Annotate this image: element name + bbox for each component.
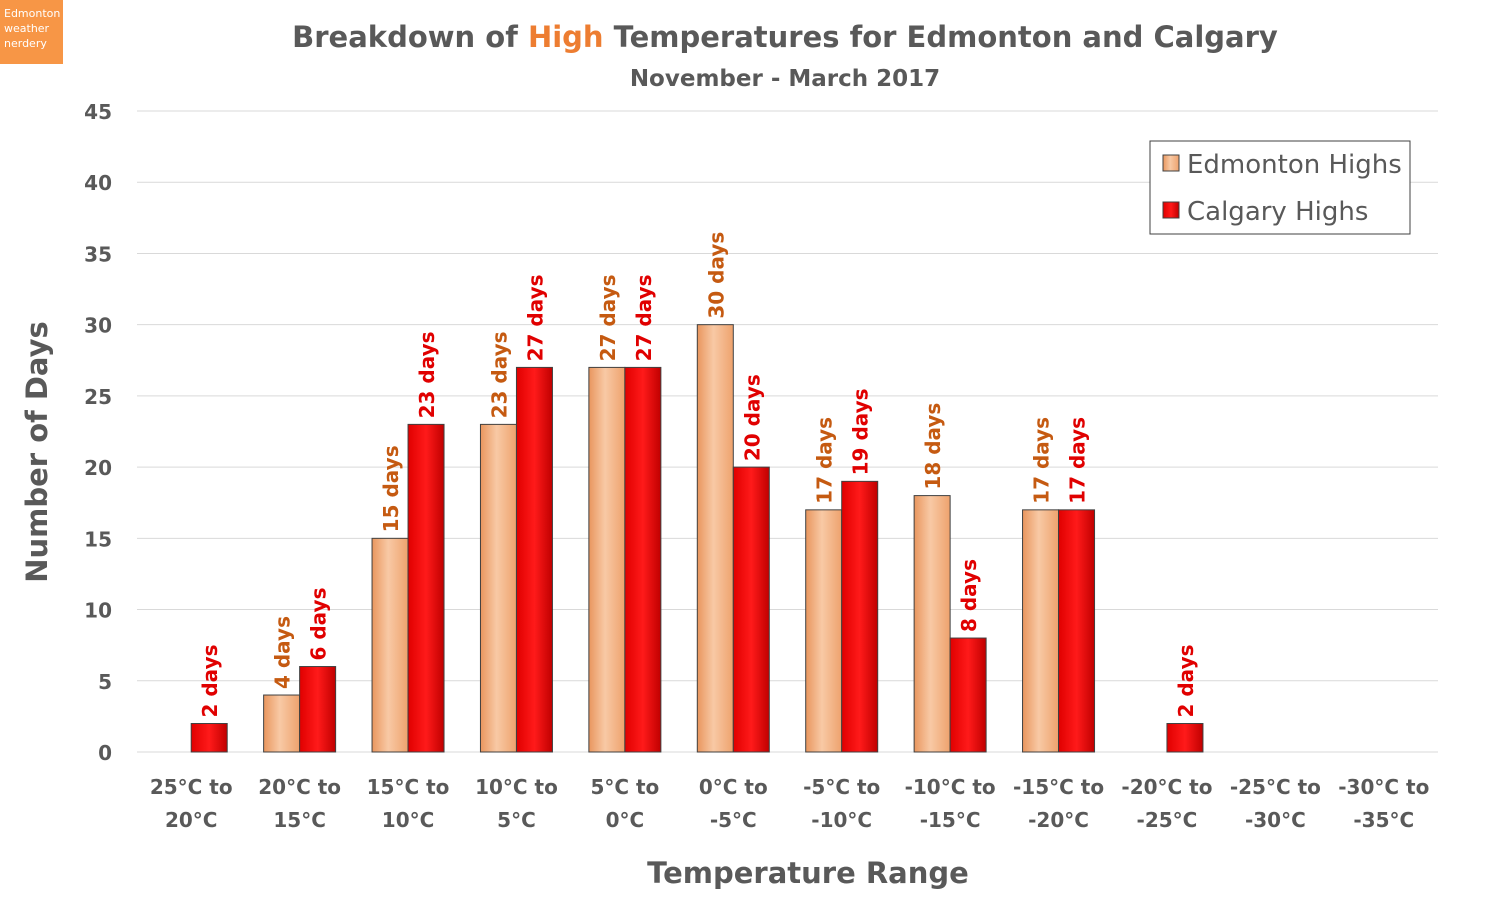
data-label: 8 days: [957, 559, 981, 632]
x-tick-label: 25°C to: [150, 775, 233, 799]
x-tick-label: -15°C to: [1013, 775, 1104, 799]
x-tick-label: 10°C to: [475, 775, 558, 799]
x-tick-label: 0°C: [606, 808, 645, 832]
legend-label: Calgary Highs: [1187, 197, 1368, 227]
x-tick-label: 20°C: [165, 808, 218, 832]
bar: [1058, 509, 1096, 753]
logo-text: nerdery: [4, 37, 47, 50]
y-tick-label: 45: [84, 100, 112, 124]
data-label: 17 days: [1066, 417, 1090, 504]
x-tick-label: 10°C: [382, 808, 435, 832]
bar: [190, 723, 228, 753]
bar: [299, 666, 337, 753]
logo-box: [0, 0, 63, 64]
x-tick-label: 15°C: [273, 808, 326, 832]
x-tick-label: -30°C to: [1338, 775, 1429, 799]
bar: [588, 366, 626, 753]
data-label: 2 days: [198, 644, 222, 717]
bar: [407, 423, 445, 753]
bar: [1166, 723, 1204, 753]
y-tick-label: 10: [84, 599, 112, 623]
data-label: 6 days: [307, 588, 331, 661]
data-label: 23 days: [487, 331, 511, 418]
data-label: 2 days: [1174, 644, 1198, 717]
y-tick-label: 35: [84, 242, 112, 266]
title-part: Temperatures for Edmonton and Calgary: [604, 20, 1278, 54]
bar: [949, 637, 987, 753]
title-highlight: High: [528, 20, 604, 54]
x-tick-label: -10°C: [811, 808, 872, 832]
y-tick-label: 20: [84, 456, 112, 480]
y-tick-label: 0: [98, 741, 112, 765]
x-tick-label: 5°C to: [590, 775, 659, 799]
logo-text: weather: [4, 22, 50, 35]
x-tick-label: 5°C: [497, 808, 536, 832]
legend-swatch: [1162, 154, 1180, 172]
data-label: 17 days: [1030, 417, 1054, 504]
data-label: 15 days: [379, 445, 403, 532]
x-tick-label: -5°C: [710, 808, 757, 832]
data-label: 19 days: [849, 388, 873, 475]
chart-subtitle: November - March 2017: [630, 66, 940, 92]
bar: [732, 466, 770, 753]
x-tick-label: -25°C: [1137, 808, 1198, 832]
bar: [841, 480, 879, 753]
x-tick-label: -5°C to: [803, 775, 880, 799]
data-label: 23 days: [415, 331, 439, 418]
y-tick-label: 5: [98, 670, 112, 694]
y-tick-label: 25: [84, 385, 112, 409]
x-tick-label: -25°C to: [1230, 775, 1321, 799]
y-tick-label: 40: [84, 171, 112, 195]
x-tick-label: 20°C to: [258, 775, 341, 799]
y-tick-label: 15: [84, 527, 112, 551]
x-tick-label: 15°C to: [367, 775, 450, 799]
data-label: 17 days: [813, 417, 837, 504]
legend-label: Edmonton Highs: [1187, 150, 1402, 180]
chart-title: Breakdown of High Temperatures for Edmon…: [292, 20, 1278, 54]
x-tick-label: 0°C to: [699, 775, 768, 799]
title-part: Breakdown of: [292, 20, 528, 54]
x-tick-label: -20°C to: [1121, 775, 1212, 799]
bar: [371, 537, 409, 753]
bar: [913, 495, 951, 753]
x-axis-title: Temperature Range: [647, 856, 969, 890]
x-tick-label: -35°C: [1353, 808, 1414, 832]
legend-box: [1149, 140, 1411, 235]
data-label: 27 days: [523, 274, 547, 361]
y-tick-label: 30: [84, 314, 112, 338]
x-tick-label: -20°C: [1028, 808, 1089, 832]
bar: [515, 366, 553, 753]
bar: [1022, 509, 1060, 753]
bar: [624, 366, 662, 753]
logo-text: Edmonton: [4, 7, 60, 20]
bar: [263, 694, 301, 753]
x-tick-label: -10°C to: [905, 775, 996, 799]
data-label: 18 days: [921, 403, 945, 490]
x-tick-label: -30°C: [1245, 808, 1306, 832]
data-label: 27 days: [632, 274, 656, 361]
data-label: 4 days: [271, 616, 295, 689]
bar: [805, 509, 843, 753]
data-label: 20 days: [740, 374, 764, 461]
data-label: 30 days: [704, 232, 728, 319]
data-label: 27 days: [596, 274, 620, 361]
bar: [479, 423, 517, 753]
bar: [696, 324, 734, 753]
x-tick-label: -15°C: [920, 808, 981, 832]
legend-swatch: [1162, 201, 1180, 219]
y-axis-title: Number of Days: [20, 321, 54, 583]
